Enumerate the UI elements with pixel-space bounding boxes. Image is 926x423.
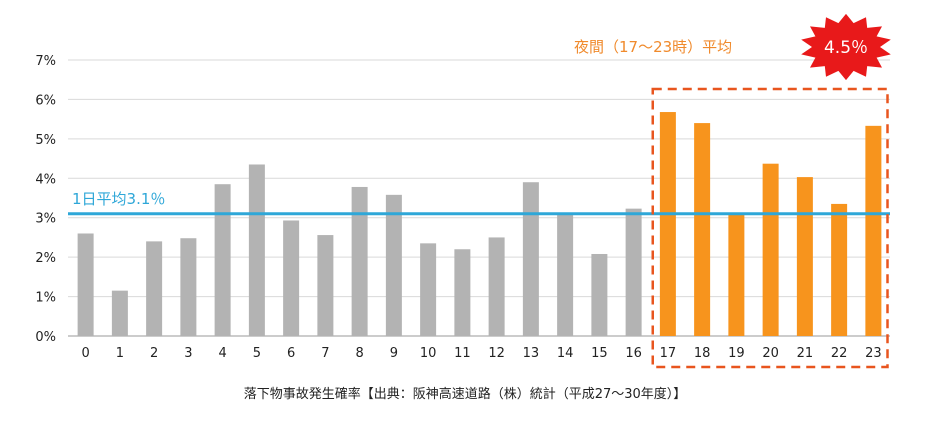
y-tick-label: 2%	[35, 251, 56, 266]
x-tick-label: 15	[591, 346, 608, 361]
chart-caption: 落下物事故発生確率【出典：阪神高速道路（株）統計（平成27〜30年度）】	[244, 386, 687, 402]
x-tick-label: 2	[150, 346, 158, 361]
night-average-badge-value: 4.5％	[824, 38, 868, 58]
x-tick-label: 1	[116, 346, 124, 361]
starburst-shape	[801, 13, 891, 81]
x-tick-label: 11	[454, 346, 471, 361]
average-label: 1日平均3.1％	[72, 190, 165, 208]
x-tick-label: 3	[184, 346, 192, 361]
y-tick-label: 6%	[35, 93, 56, 108]
y-tick-label: 5%	[35, 133, 56, 148]
bar	[317, 235, 334, 336]
x-tick-label: 19	[728, 346, 745, 361]
x-tick-label: 22	[831, 346, 848, 361]
bar	[625, 208, 642, 336]
y-tick-label: 0%	[35, 330, 56, 345]
y-tick-label: 1%	[35, 291, 56, 306]
bar	[454, 249, 471, 336]
bar	[591, 253, 608, 336]
x-tick-label: 0	[81, 346, 89, 361]
x-tick-label: 17	[660, 346, 677, 361]
x-tick-label: 13	[523, 346, 540, 361]
bar	[557, 214, 574, 336]
bar	[762, 163, 779, 336]
y-tick-label: 4%	[35, 172, 56, 187]
bar	[351, 186, 368, 336]
x-tick-label: 5	[253, 346, 261, 361]
gridlines	[68, 59, 890, 337]
bar	[111, 290, 128, 336]
x-tick-label: 9	[390, 346, 398, 361]
x-tick-label: 18	[694, 346, 711, 361]
bar	[796, 177, 813, 336]
bar	[831, 203, 848, 336]
x-axis-tick-labels: 0 1 2 3 4 5 6 7 8 9 10 11 12 13 14 15 16 17 18 19 20 21 22 23	[81, 346, 881, 361]
night-average-badge: 4.5％	[801, 13, 891, 81]
bar	[146, 241, 163, 336]
bar	[77, 233, 94, 336]
x-tick-label: 8	[355, 346, 363, 361]
y-tick-label: 3%	[35, 212, 56, 227]
bar	[488, 237, 505, 336]
x-tick-label: 14	[557, 346, 574, 361]
bar	[728, 214, 745, 336]
x-tick-label: 6	[287, 346, 295, 361]
x-tick-label: 7	[321, 346, 329, 361]
bar	[522, 182, 539, 336]
bar	[214, 184, 231, 336]
bar	[420, 243, 437, 336]
y-tick-label: 7%	[35, 54, 56, 69]
bar	[865, 125, 882, 337]
x-tick-label: 21	[797, 346, 814, 361]
x-tick-label: 12	[488, 346, 505, 361]
bar	[248, 164, 265, 336]
night-average-label: 夜間（17〜23時）平均	[574, 38, 732, 56]
y-axis-tick-labels: 0% 1% 2% 3% 4% 5% 6% 7%	[35, 54, 56, 345]
x-tick-label: 4	[218, 346, 226, 361]
bar	[694, 123, 711, 336]
bar	[385, 194, 402, 336]
x-tick-label: 23	[865, 346, 882, 361]
x-tick-label: 16	[625, 346, 642, 361]
x-tick-label: 10	[420, 346, 437, 361]
bar	[283, 220, 300, 336]
bars	[77, 112, 882, 337]
x-tick-label: 20	[762, 346, 779, 361]
bar	[180, 238, 197, 336]
bar	[659, 112, 676, 336]
night-highlight-box	[651, 87, 889, 369]
